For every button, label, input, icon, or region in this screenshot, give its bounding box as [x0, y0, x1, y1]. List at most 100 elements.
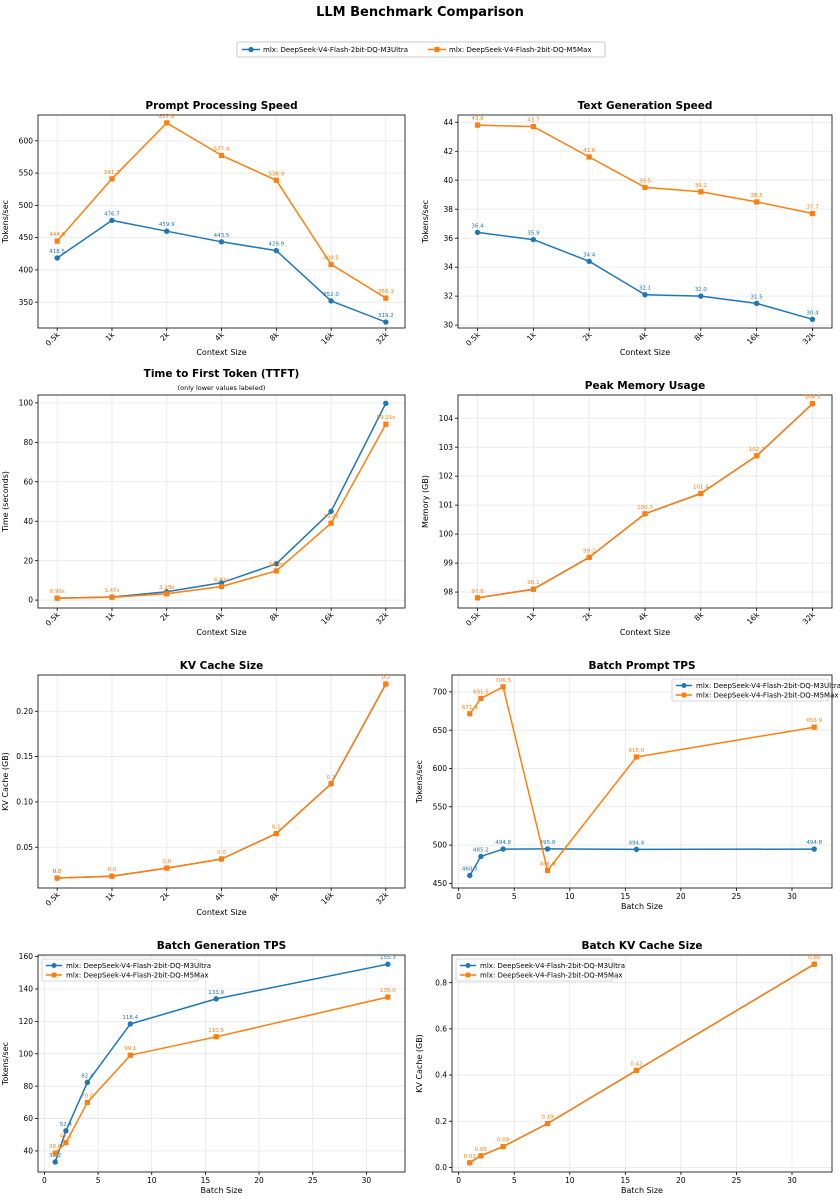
legend-label-m5max: mlx: DeepSeek-V4-Flash-2bit-DQ-M5Max — [449, 46, 592, 54]
data-label: 89.21s — [377, 415, 396, 421]
data-label: 0.99s — [50, 589, 65, 595]
legend-marker-m3ultra — [248, 46, 254, 53]
x-tick-label: 20 — [676, 892, 686, 901]
data-label: 135.0 — [380, 988, 396, 994]
y-tick-label: 100 — [19, 1049, 34, 1058]
data-point — [54, 595, 60, 601]
grid-lines — [38, 675, 405, 888]
chart-subtitle: (only lower values labeled) — [178, 384, 266, 392]
plot-frame — [457, 114, 833, 329]
y-tick-label: 104 — [439, 414, 454, 423]
data-label: 541.1 — [104, 170, 120, 176]
x-tick-label: 8k — [268, 890, 281, 903]
y-tick-label: 400 — [19, 266, 34, 275]
x-tick-label: 4k — [213, 890, 226, 903]
data-point — [213, 1034, 219, 1040]
x-tick-label: 10 — [147, 1176, 157, 1185]
y-tick-label: 34 — [443, 263, 453, 272]
data-label: 70.0 — [81, 1093, 94, 1099]
data-label: 615.0 — [629, 748, 645, 754]
x-tick-label: 0.5k — [464, 610, 482, 628]
data-point — [642, 511, 648, 517]
data-point — [383, 681, 389, 687]
y-tick-label: 100 — [19, 398, 34, 407]
data-label: 538.9 — [268, 171, 284, 177]
x-tick-label: 10 — [565, 1176, 575, 1185]
y-tick-label: 600 — [433, 764, 448, 773]
y-axis-label: Memory (GB) — [421, 475, 430, 528]
chart-panel-5: KV Cache Size 0.5k 1k 2k 4k 8k 16k 32k 0.05 0.10 0… — [1, 660, 406, 917]
x-tick-label: 2k — [158, 330, 171, 343]
x-axis-label: Context Size — [620, 628, 670, 637]
y-tick-label: 98 — [443, 588, 453, 597]
data-label: 691.5 — [473, 689, 489, 695]
series-m3ultra: 460.3 485.2 494.8 495.0 494.4 494.8 — [462, 840, 823, 879]
data-label: 494.8 — [806, 840, 822, 846]
x-tick-label: 8k — [268, 330, 281, 343]
x-tick-label: 32k — [801, 610, 818, 627]
data-label: 39.0s — [323, 514, 338, 520]
data-label: 0.1 — [272, 825, 281, 831]
data-point — [633, 1067, 640, 1074]
data-label: 33.2 — [49, 1153, 61, 1159]
data-label: 444.6 — [49, 232, 65, 238]
data-point — [586, 258, 592, 265]
data-label: 32.1 — [639, 286, 651, 292]
series-line — [54, 996, 388, 1154]
x-tick-label: 2k — [158, 610, 171, 623]
y-tick-label: 450 — [433, 879, 448, 888]
data-label: 14.8s — [269, 562, 284, 568]
x-tick-label: 2k — [158, 890, 171, 903]
data-point — [385, 994, 391, 1000]
data-label: 100.7 — [637, 505, 653, 511]
data-label: 104.5 — [805, 395, 821, 401]
data-label: 0.0 — [53, 869, 62, 875]
y-tick-label: 0.8 — [435, 978, 447, 987]
chart-title: Batch KV Cache Size — [581, 940, 702, 952]
data-label: 99.2 — [583, 548, 595, 554]
data-point — [164, 591, 170, 597]
chart-panel-7: Batch Generation TPS 0 5 10 15 20 25 30 40 60 80 10… — [1, 940, 406, 1195]
data-label: 429.9 — [268, 242, 284, 248]
data-label: 408.5 — [323, 255, 339, 261]
x-tick-label: 8k — [268, 610, 281, 623]
x-tick-label: 15 — [201, 1176, 211, 1185]
data-label: 101.4 — [693, 485, 709, 491]
data-label: 0.09 — [497, 1138, 510, 1144]
y-tick-label: 0.6 — [435, 1024, 447, 1033]
data-label: 653.9 — [806, 718, 822, 724]
data-point — [586, 554, 592, 560]
data-point — [164, 228, 170, 234]
data-point — [530, 236, 537, 243]
series-m5max: 0.99s 1.47s 3.19s 6.91s 14.8s 39.0s 89.21s — [50, 415, 396, 601]
data-label: 0.0 — [217, 850, 226, 856]
figure-legend: mlx: DeepSeek-V4-Flash-2bit-DQ-M3Ultra m… — [236, 41, 606, 58]
series-m5max: 97.8 98.1 99.2 100.7 101.4 102.7 104.5 — [471, 395, 821, 601]
data-label: 39.2 — [695, 183, 707, 189]
x-tick-label: 30 — [787, 1176, 797, 1185]
data-label: 155.3 — [380, 955, 396, 961]
data-point — [478, 1153, 484, 1159]
data-label: 443.5 — [214, 233, 230, 239]
y-tick-label: 40 — [23, 517, 33, 526]
x-axis-label: Batch Size — [621, 1186, 663, 1195]
data-point — [698, 189, 704, 195]
y-tick-label: 40 — [23, 1147, 33, 1156]
x-tick-label: 0.5k — [44, 890, 62, 908]
data-point — [383, 295, 389, 301]
data-label: 38.5 — [751, 193, 764, 199]
x-tick-label: 0.5k — [464, 330, 482, 348]
data-label: 0.2 — [381, 675, 390, 681]
x-tick-label: 32k — [374, 330, 391, 347]
chart-title: Prompt Processing Speed — [145, 100, 297, 112]
data-label: 82.4 — [81, 1073, 94, 1079]
data-point — [213, 996, 219, 1002]
x-tick-label: 5 — [512, 892, 517, 901]
x-tick-label: 15 — [621, 1176, 631, 1185]
y-tick-label: 103 — [439, 443, 454, 452]
data-point — [273, 247, 279, 254]
chart-title: Time to First Token (TTFT) — [144, 368, 300, 380]
data-point — [633, 754, 640, 760]
data-point — [811, 724, 817, 730]
data-label: 6.91s — [214, 578, 229, 584]
